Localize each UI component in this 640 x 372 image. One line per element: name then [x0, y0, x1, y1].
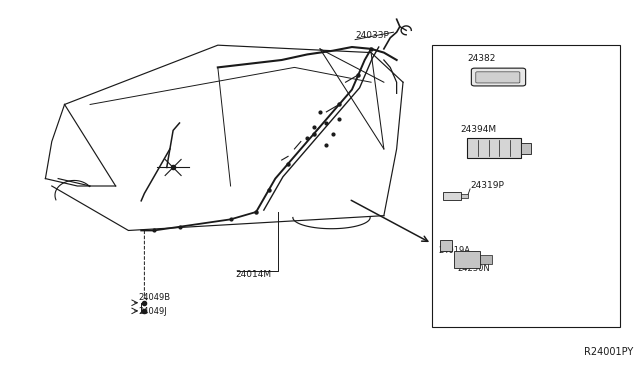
- Text: 24049B: 24049B: [138, 293, 170, 302]
- Text: 24382: 24382: [467, 54, 495, 63]
- Bar: [440, 240, 452, 251]
- Text: 24019A: 24019A: [438, 247, 470, 256]
- Text: 24319P: 24319P: [470, 181, 504, 190]
- Bar: [454, 251, 479, 267]
- FancyBboxPatch shape: [476, 72, 520, 83]
- Bar: [521, 143, 531, 154]
- Text: 24033P: 24033P: [355, 31, 389, 40]
- Bar: [432, 45, 620, 327]
- Text: 24394M: 24394M: [461, 125, 497, 134]
- Bar: [461, 194, 467, 198]
- Bar: [467, 138, 521, 158]
- FancyBboxPatch shape: [471, 68, 525, 86]
- Bar: [479, 254, 492, 264]
- Text: 24230N: 24230N: [458, 264, 490, 273]
- Bar: [444, 192, 461, 200]
- Text: 24014M: 24014M: [236, 270, 272, 279]
- Text: 24049J: 24049J: [138, 307, 167, 316]
- Text: R24001PY: R24001PY: [584, 347, 633, 357]
